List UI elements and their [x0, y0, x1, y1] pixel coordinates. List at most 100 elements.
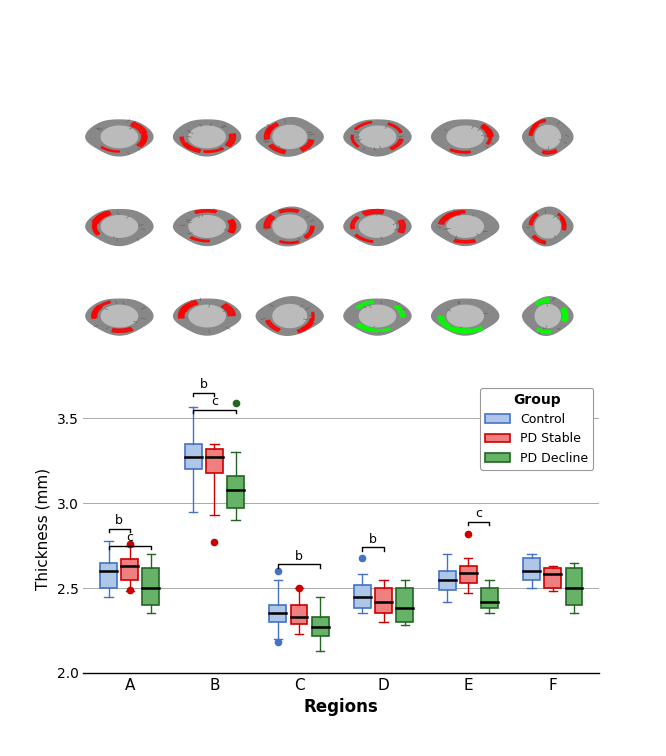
Text: C.: C.	[89, 278, 104, 292]
Polygon shape	[174, 299, 240, 335]
Bar	[206, 449, 223, 472]
Bar	[227, 476, 244, 508]
Polygon shape	[256, 207, 323, 246]
Polygon shape	[447, 126, 484, 147]
Polygon shape	[301, 319, 314, 330]
Polygon shape	[360, 305, 396, 327]
Text: c: c	[127, 531, 133, 544]
Polygon shape	[447, 215, 484, 237]
Polygon shape	[225, 134, 236, 147]
Text: b: b	[369, 533, 377, 546]
Polygon shape	[189, 215, 225, 237]
Polygon shape	[230, 220, 234, 233]
Polygon shape	[432, 209, 499, 246]
Polygon shape	[362, 209, 384, 215]
Legend: Control, PD Stable, PD Decline: Control, PD Stable, PD Decline	[480, 388, 593, 469]
Polygon shape	[442, 211, 460, 220]
Bar	[121, 559, 139, 580]
Polygon shape	[93, 306, 100, 318]
Polygon shape	[304, 226, 314, 238]
Polygon shape	[95, 301, 111, 311]
Polygon shape	[180, 137, 191, 149]
Polygon shape	[439, 213, 453, 225]
Polygon shape	[445, 326, 464, 332]
Polygon shape	[183, 143, 200, 153]
Polygon shape	[356, 324, 374, 332]
Polygon shape	[264, 126, 274, 139]
Polygon shape	[354, 122, 372, 129]
Polygon shape	[273, 215, 306, 238]
Text: E.: E.	[346, 188, 361, 203]
Bar	[100, 562, 117, 588]
Polygon shape	[194, 209, 216, 213]
Polygon shape	[535, 299, 549, 305]
Polygon shape	[264, 215, 274, 228]
Polygon shape	[523, 297, 573, 335]
Bar	[439, 571, 456, 590]
Polygon shape	[454, 240, 476, 243]
Polygon shape	[529, 123, 538, 135]
Polygon shape	[189, 126, 225, 147]
Polygon shape	[93, 222, 99, 234]
Polygon shape	[101, 126, 137, 147]
Polygon shape	[481, 125, 491, 137]
Polygon shape	[535, 305, 560, 327]
Bar	[460, 566, 477, 583]
Polygon shape	[344, 209, 411, 246]
Polygon shape	[92, 305, 102, 318]
Polygon shape	[93, 212, 109, 223]
Bar	[270, 605, 286, 622]
Bar	[375, 588, 392, 613]
Text: b: b	[200, 378, 208, 392]
Bar	[396, 588, 413, 622]
Polygon shape	[355, 234, 373, 242]
Bar	[523, 557, 540, 580]
Polygon shape	[279, 209, 299, 212]
Polygon shape	[174, 120, 240, 156]
Polygon shape	[535, 125, 560, 148]
Polygon shape	[228, 220, 236, 233]
Polygon shape	[432, 120, 499, 156]
Polygon shape	[370, 328, 391, 332]
Polygon shape	[179, 304, 191, 316]
Polygon shape	[280, 240, 299, 243]
Polygon shape	[344, 120, 411, 156]
Text: c: c	[211, 395, 218, 408]
Polygon shape	[561, 308, 567, 321]
Polygon shape	[86, 209, 153, 246]
Polygon shape	[560, 218, 566, 230]
X-axis label: Regions: Regions	[304, 699, 379, 716]
Polygon shape	[86, 120, 153, 156]
Text: b: b	[115, 514, 123, 527]
Text: D.: D.	[346, 99, 363, 113]
Polygon shape	[101, 305, 137, 327]
Polygon shape	[297, 322, 313, 333]
Polygon shape	[523, 118, 573, 156]
Polygon shape	[189, 305, 225, 327]
Polygon shape	[533, 235, 545, 243]
Polygon shape	[269, 144, 286, 153]
Polygon shape	[180, 301, 198, 311]
Polygon shape	[394, 305, 404, 317]
Polygon shape	[190, 237, 209, 242]
Polygon shape	[482, 125, 494, 136]
Polygon shape	[432, 299, 499, 335]
Polygon shape	[398, 220, 406, 233]
Polygon shape	[112, 327, 133, 333]
Polygon shape	[390, 139, 403, 150]
Polygon shape	[93, 222, 99, 235]
Polygon shape	[523, 207, 573, 246]
Polygon shape	[447, 305, 484, 327]
Y-axis label: Thickness (mm): Thickness (mm)	[36, 468, 51, 590]
Polygon shape	[356, 301, 374, 308]
Polygon shape	[101, 215, 137, 237]
Polygon shape	[204, 148, 224, 153]
Polygon shape	[529, 213, 538, 225]
Polygon shape	[256, 297, 323, 335]
Bar	[481, 588, 498, 609]
Polygon shape	[535, 215, 560, 238]
Text: A.: A.	[89, 99, 105, 113]
Bar	[544, 568, 561, 588]
Polygon shape	[360, 215, 396, 237]
Polygon shape	[131, 122, 147, 134]
